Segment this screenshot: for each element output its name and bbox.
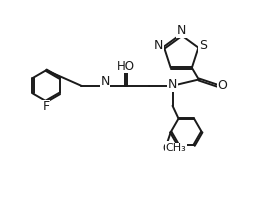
Text: CH₃: CH₃ <box>165 143 186 153</box>
Text: O: O <box>162 142 172 155</box>
Text: N: N <box>100 75 110 88</box>
Text: HO: HO <box>117 60 135 73</box>
Text: N: N <box>154 39 163 52</box>
Text: N: N <box>168 78 177 91</box>
Text: F: F <box>43 100 50 113</box>
Text: O: O <box>218 79 227 92</box>
Text: S: S <box>199 39 207 52</box>
Text: N: N <box>177 24 186 37</box>
